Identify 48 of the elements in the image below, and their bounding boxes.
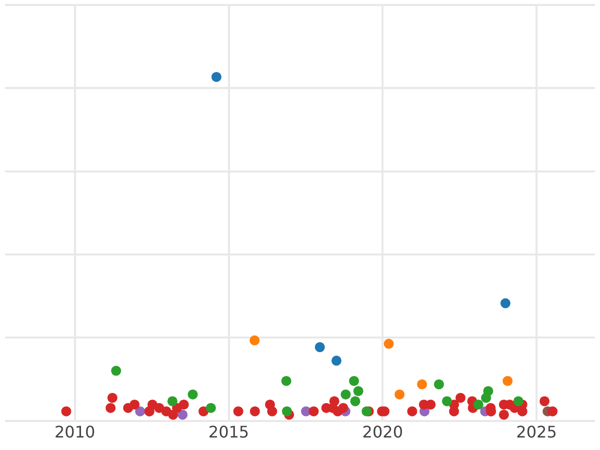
point — [308, 406, 319, 416]
point — [111, 366, 122, 376]
point — [281, 376, 292, 386]
point — [473, 400, 484, 410]
point — [548, 406, 558, 416]
point — [456, 392, 466, 403]
point — [61, 406, 72, 416]
point — [407, 406, 418, 416]
point — [340, 389, 351, 400]
point — [426, 400, 436, 410]
point — [167, 396, 178, 406]
point — [417, 379, 428, 390]
point — [513, 396, 524, 406]
point — [331, 356, 342, 366]
point — [498, 410, 509, 420]
point — [233, 406, 244, 416]
point — [517, 406, 528, 416]
point — [540, 396, 550, 406]
point — [481, 392, 492, 403]
point — [442, 396, 452, 406]
point — [250, 406, 260, 416]
point — [384, 338, 394, 349]
point — [394, 389, 405, 400]
point — [349, 376, 360, 386]
x-tick-label: 2020 — [362, 422, 403, 442]
point — [178, 400, 189, 410]
point — [211, 72, 222, 82]
x-tick-label: 2025 — [516, 422, 557, 442]
point — [250, 335, 260, 346]
point — [338, 402, 348, 413]
point — [106, 402, 116, 413]
point — [130, 400, 140, 410]
point — [282, 406, 292, 416]
point — [135, 406, 146, 416]
point — [353, 386, 364, 396]
point — [434, 379, 444, 390]
point — [178, 410, 188, 420]
x-tick-label: 2010 — [54, 422, 96, 442]
point — [206, 402, 216, 413]
point — [314, 342, 325, 352]
point — [449, 406, 460, 416]
point — [350, 396, 360, 406]
x-tick-label: 2015 — [208, 422, 250, 442]
point — [502, 376, 513, 386]
point — [188, 389, 198, 400]
point — [500, 298, 510, 308]
point — [107, 392, 118, 403]
point — [267, 406, 278, 416]
